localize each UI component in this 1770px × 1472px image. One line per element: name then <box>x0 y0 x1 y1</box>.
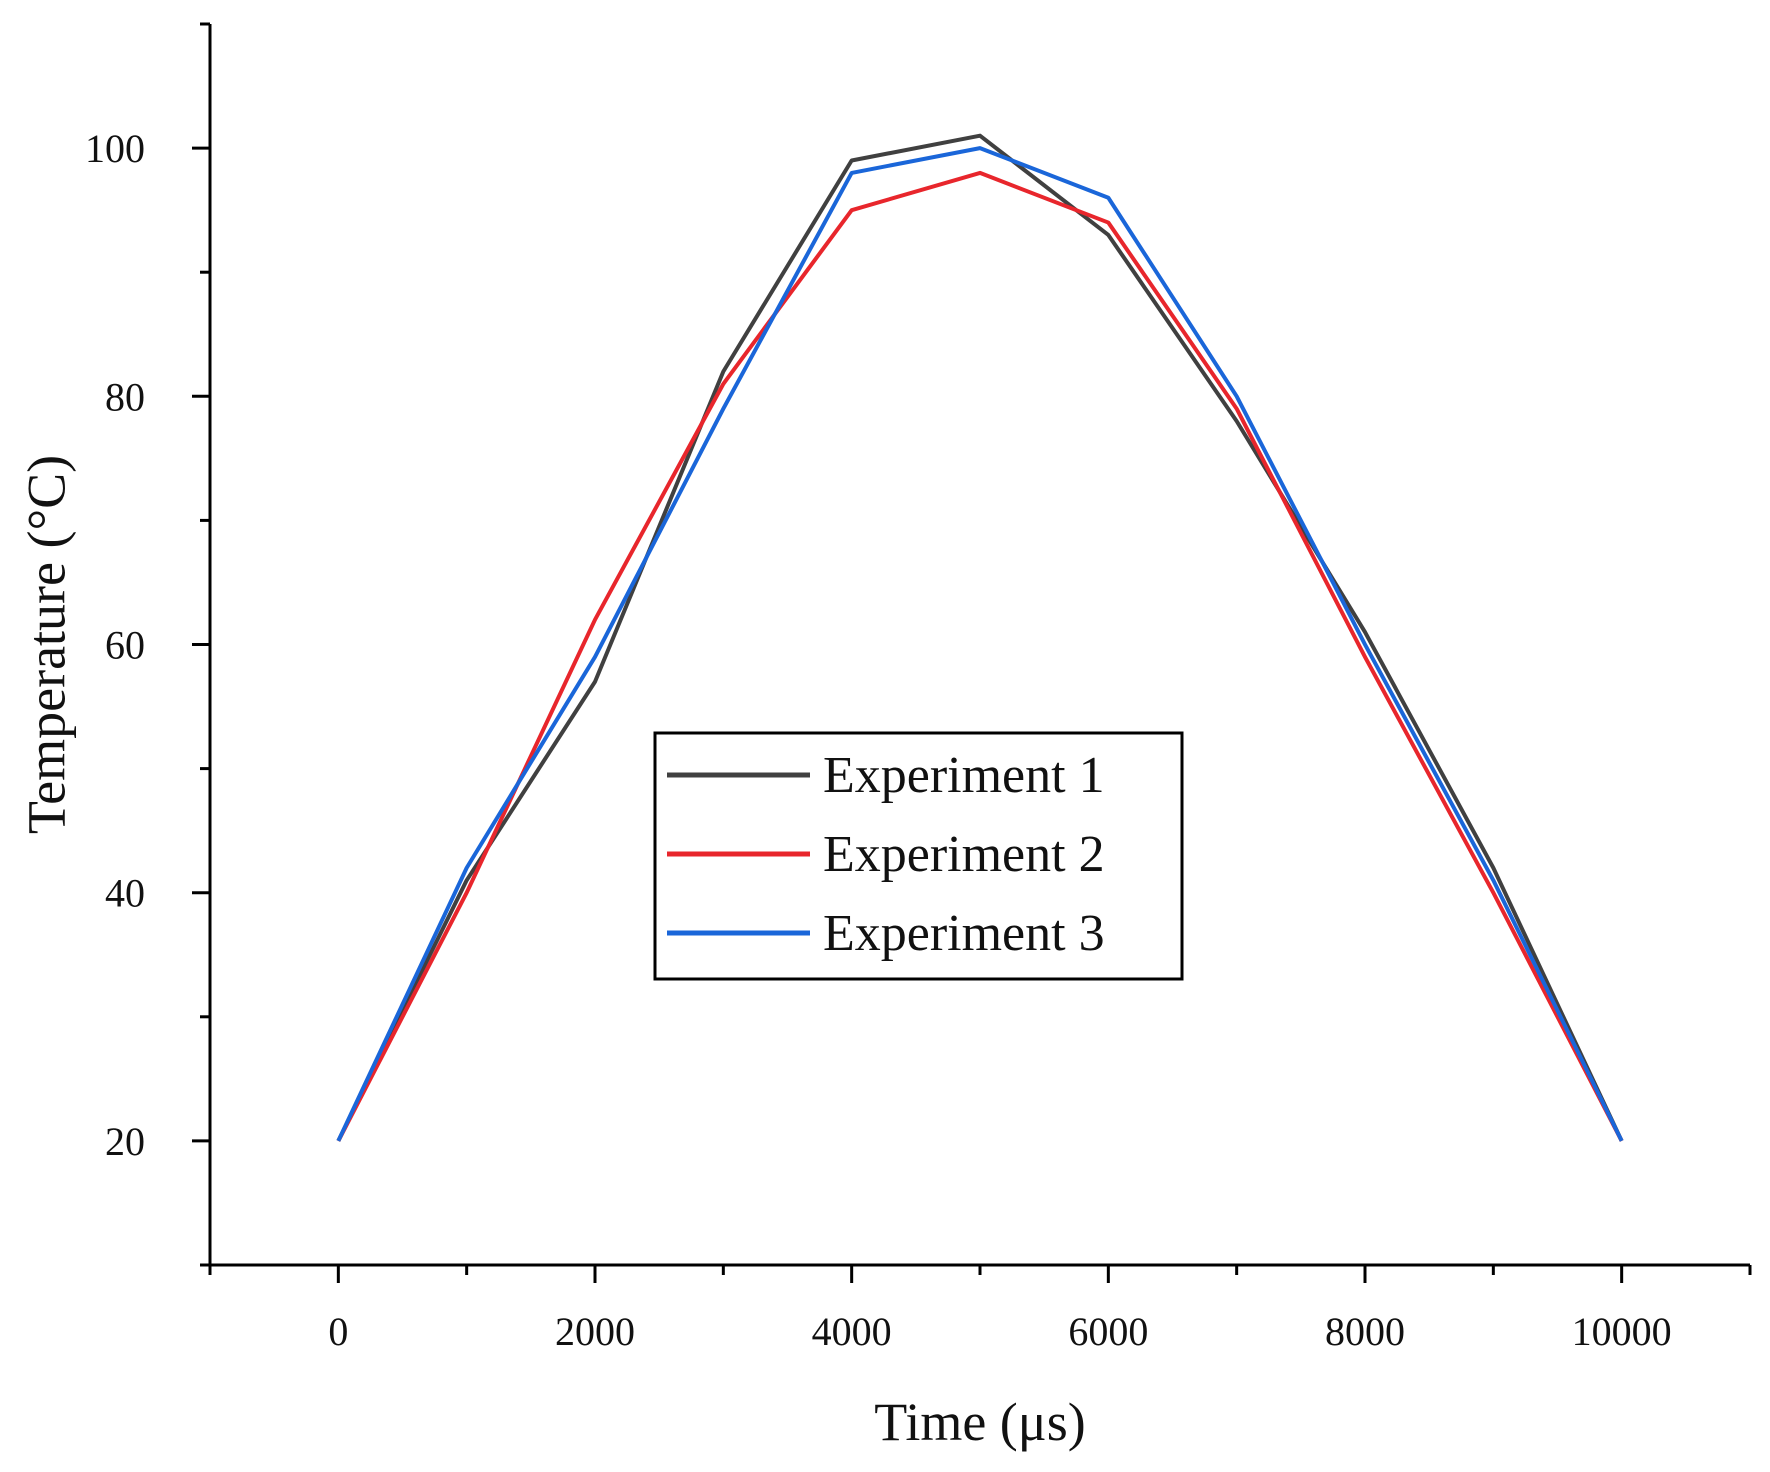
x-tick-label: 4000 <box>812 1309 892 1354</box>
series-lines <box>336 133 1624 1142</box>
x-tick-label: 8000 <box>1325 1309 1405 1354</box>
x-tick-label: 6000 <box>1068 1309 1148 1354</box>
y-tick-label: 60 <box>105 623 145 668</box>
x-tick-label: 2000 <box>555 1309 635 1354</box>
x-axis: 0 2000 4000 6000 8000 10000 <box>208 1265 1752 1354</box>
y-axis-title: Temperature (°C) <box>16 455 76 834</box>
series-line-experiment-3 <box>336 146 1624 1142</box>
x-axis-title: Time (μs) <box>874 1392 1086 1452</box>
series-line-experiment-1 <box>336 133 1624 1142</box>
legend-label-experiment-3: Experiment 3 <box>823 905 1105 962</box>
y-axis: 20 40 60 80 100 <box>85 22 210 1267</box>
x-tick-label: 10000 <box>1572 1309 1672 1354</box>
y-tick-label: 100 <box>85 126 145 171</box>
legend: Experiment 1 Experiment 2 Experiment 3 <box>653 731 1184 981</box>
series-line-experiment-2 <box>336 170 1624 1142</box>
legend-label-experiment-2: Experiment 2 <box>823 826 1105 883</box>
legend-label-experiment-1: Experiment 1 <box>823 747 1105 804</box>
x-tick-label: 0 <box>328 1309 348 1354</box>
plot-frame <box>208 24 1750 1267</box>
y-tick-label: 40 <box>105 871 145 916</box>
y-tick-label: 80 <box>105 374 145 419</box>
y-tick-label: 20 <box>105 1119 145 1164</box>
